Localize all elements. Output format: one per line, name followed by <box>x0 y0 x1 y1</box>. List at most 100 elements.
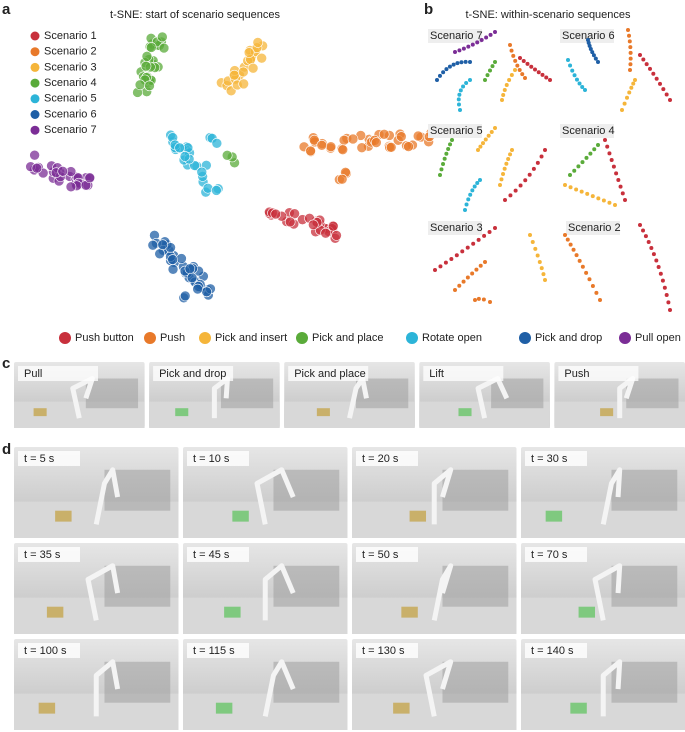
scatter-point <box>65 181 77 193</box>
scatter-point <box>590 50 595 55</box>
legend-swatch <box>30 47 40 57</box>
scatter-point <box>493 226 497 230</box>
scatter-point <box>435 78 439 82</box>
robot-arm <box>592 563 623 621</box>
cabinet <box>611 565 678 607</box>
scene-image <box>521 639 685 730</box>
scatter-point <box>327 220 339 232</box>
scatter-point <box>661 87 666 92</box>
scatter-point <box>325 141 337 153</box>
scatter-point <box>507 78 512 82</box>
scenario-label: Scenario 3 <box>430 222 483 234</box>
scatter-point <box>457 48 462 53</box>
scatter-point <box>570 68 575 73</box>
scatter-point <box>509 48 514 53</box>
scatter-point <box>533 246 538 251</box>
scatter-point <box>489 129 494 134</box>
scatter-point <box>438 264 443 269</box>
scatter-point <box>579 189 584 194</box>
scatter-point <box>574 77 579 82</box>
scatter-point <box>184 263 196 275</box>
robot-arm <box>600 467 623 525</box>
scene-image <box>14 639 179 730</box>
scatter-point <box>483 78 487 82</box>
scatter-point <box>614 171 619 176</box>
scatter-point <box>174 142 185 154</box>
robot-arm <box>600 659 623 717</box>
scatter-point <box>488 32 493 37</box>
scatter-point <box>662 285 667 290</box>
cabinet <box>611 661 678 703</box>
scatter-point <box>543 148 547 152</box>
scenario-label: Scenario 5 <box>430 125 483 137</box>
scene-image <box>521 543 685 634</box>
scatter-point <box>518 56 522 60</box>
scatter-point <box>144 80 155 92</box>
time-label: t = 30 s <box>531 453 568 465</box>
object <box>38 702 56 714</box>
scatter-point <box>211 185 222 196</box>
scatter-point <box>596 196 601 201</box>
scatter-point <box>596 143 600 147</box>
scatter-point <box>457 92 462 97</box>
panel-label: b <box>424 1 433 18</box>
scene-image <box>14 543 179 634</box>
scatter-point <box>337 144 349 155</box>
scatter-point <box>356 142 368 154</box>
scatter-point <box>651 71 656 76</box>
scatter-point <box>525 61 530 66</box>
scatter-point <box>498 183 502 187</box>
scatter-point <box>541 272 546 277</box>
scene-image <box>183 639 348 730</box>
scene-image <box>521 447 685 538</box>
label-box <box>428 221 482 235</box>
scatter-point <box>444 67 449 72</box>
legend-label: Rotate open <box>422 332 482 344</box>
scatter-point <box>448 142 453 147</box>
robot-arm <box>70 376 95 419</box>
scatter-point <box>451 62 456 67</box>
scatter-point <box>587 277 592 282</box>
cabinet <box>611 469 678 511</box>
object <box>458 408 472 417</box>
scatter-point <box>508 193 513 198</box>
scatter-point <box>607 151 612 156</box>
legend-label: Scenario 1 <box>44 30 97 42</box>
scene-image <box>14 447 179 538</box>
scatter-point <box>479 38 484 42</box>
scatter-point <box>192 283 203 295</box>
scatter-point <box>472 184 477 189</box>
scatter-point <box>289 208 300 219</box>
scatter-point <box>607 200 612 205</box>
legend-swatch <box>30 78 40 88</box>
phase-label: Lift <box>429 368 444 380</box>
scatter-point <box>664 92 669 97</box>
label-box <box>423 366 504 381</box>
scatter-point <box>539 154 544 159</box>
scatter-point <box>464 81 469 86</box>
scatter-point <box>629 85 634 90</box>
scatter-point <box>656 265 661 270</box>
scatter-point <box>529 64 534 69</box>
legend-label: Scenario 2 <box>44 46 97 58</box>
scatter-point <box>596 60 600 64</box>
scatter-point <box>433 268 437 272</box>
scatter-point <box>439 167 444 172</box>
scatter-point <box>536 70 541 75</box>
phase-label: Push <box>564 368 589 380</box>
scatter-point <box>576 164 581 169</box>
scatter-point <box>568 173 572 177</box>
scatter-point <box>510 148 514 152</box>
label-box <box>356 643 418 658</box>
scatter-point <box>157 31 168 43</box>
scatter-point <box>641 228 646 233</box>
time-label: t = 70 s <box>531 549 568 561</box>
panel-title: t-SNE: start of scenario sequences <box>110 9 280 21</box>
scatter-point <box>648 66 652 71</box>
scatter-point <box>537 259 542 264</box>
object <box>578 606 596 618</box>
scatter-point <box>643 234 648 239</box>
scatter-point <box>270 208 282 220</box>
scatter-point <box>474 267 479 272</box>
scatter-point <box>590 194 595 199</box>
